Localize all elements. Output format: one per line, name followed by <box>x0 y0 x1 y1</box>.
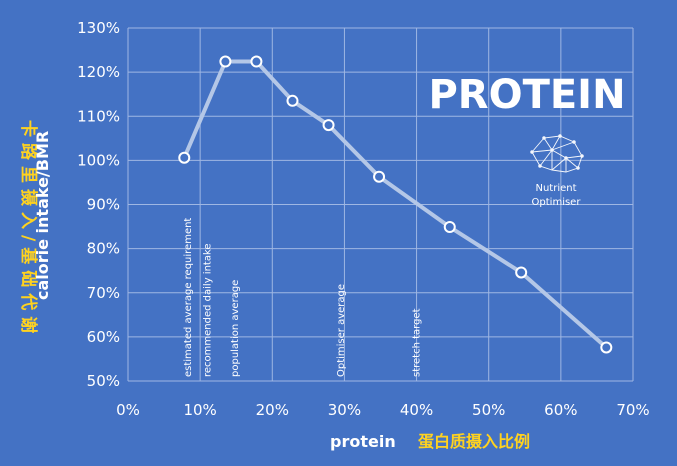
data-point <box>287 96 297 106</box>
x-tick-label: 50% <box>472 401 505 419</box>
x-tick-label: 30% <box>328 401 361 419</box>
y-axis-label: calorie intake/BMR <box>33 131 52 300</box>
logo: Nutrient Optimiser <box>531 135 584 208</box>
annotation-label: population average <box>230 280 241 377</box>
data-point <box>601 342 611 352</box>
chart-title: PROTEIN <box>428 72 625 118</box>
data-point <box>516 267 526 277</box>
logo-line2: Optimiser <box>532 197 582 208</box>
x-tick-label: 40% <box>400 401 433 419</box>
y-tick-label: 70% <box>87 284 120 302</box>
y-tick-label: 110% <box>77 107 120 125</box>
annotations: estimated average requirement recommended… <box>183 218 423 377</box>
brain-icon <box>531 135 584 172</box>
x-tick-label: 70% <box>616 401 649 419</box>
y-tick-label: 50% <box>87 372 120 390</box>
y-tick-labels: 50% 60% 70% 80% 90% 100% 110% 120% 130% <box>77 19 120 390</box>
x-tick-label: 10% <box>183 401 216 419</box>
data-point <box>179 153 189 163</box>
data-point <box>251 57 261 67</box>
annotation-label: estimated average requirement <box>183 218 194 377</box>
y-tick-label: 130% <box>77 19 120 37</box>
annotation-label: Optimiser average <box>336 284 347 377</box>
x-axis-label: protein <box>330 432 396 451</box>
x-tick-label: 60% <box>544 401 577 419</box>
x-tick-labels: 0% 10% 20% 30% 40% 50% 60% 70% <box>116 401 650 419</box>
data-point <box>445 222 455 232</box>
logo-line1: Nutrient <box>535 183 576 194</box>
y-tick-label: 80% <box>87 240 120 258</box>
x-tick-label: 20% <box>256 401 289 419</box>
x-tick-label: 0% <box>116 401 140 419</box>
y-tick-label: 60% <box>87 328 120 346</box>
y-tick-label: 100% <box>77 151 120 169</box>
x-axis-label-cn: 蛋白质摄入比例 <box>418 432 530 451</box>
data-point <box>220 57 230 67</box>
y-tick-label: 120% <box>77 63 120 81</box>
data-point <box>374 172 384 182</box>
data-point <box>324 120 334 130</box>
y-tick-label: 90% <box>87 196 120 214</box>
annotation-label: recommended daily intake <box>202 243 213 377</box>
annotation-label: stretch target <box>412 308 423 377</box>
